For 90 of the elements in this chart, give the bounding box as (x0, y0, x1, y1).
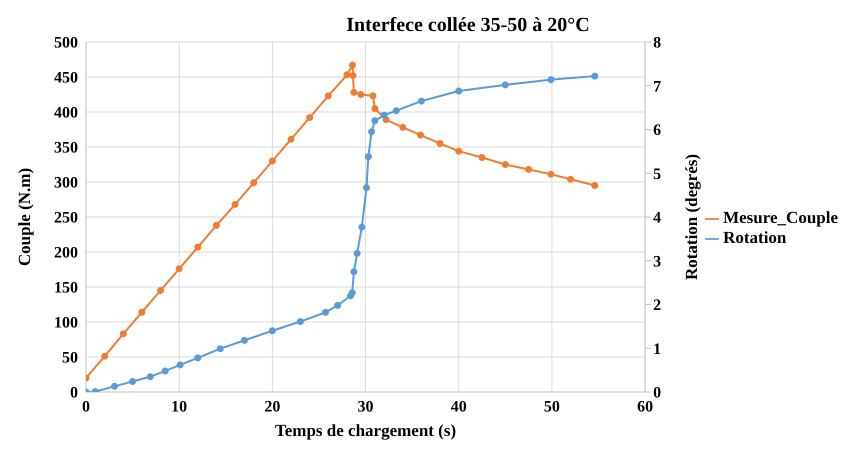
point (194, 354, 202, 362)
point (350, 88, 358, 96)
point (591, 72, 598, 80)
point (348, 289, 356, 296)
y2-tick-label: 1 (653, 340, 662, 358)
x-tick-label: 40 (450, 398, 467, 416)
point (232, 200, 239, 208)
point (455, 88, 462, 94)
point (157, 287, 164, 294)
point (368, 128, 376, 136)
point (502, 161, 509, 168)
point (268, 158, 276, 164)
point (306, 114, 314, 122)
x-tick-label: 60 (637, 398, 654, 416)
point (591, 182, 598, 189)
x-tick-label: 0 (82, 398, 90, 416)
x-tick-label: 20 (264, 398, 280, 416)
y2-tick-label: 3 (653, 253, 662, 270)
y-tick-label: 300 (54, 174, 78, 192)
x-tick-label: 10 (171, 398, 188, 416)
x-tick-label: 50 (544, 398, 560, 416)
y2-tick-label: 6 (653, 122, 662, 140)
point (176, 361, 184, 368)
point (324, 92, 332, 100)
point (364, 153, 372, 160)
point (370, 92, 376, 100)
y-axis-title: Couple (N.m) (15, 168, 34, 266)
y2-axis-title: Rotation (degrés) (682, 154, 702, 280)
point (334, 302, 342, 309)
point (354, 250, 361, 257)
point (350, 268, 358, 276)
point (478, 154, 486, 161)
y2-tick-label: 2 (653, 297, 662, 314)
y-tick-label: 350 (54, 140, 78, 157)
point (343, 71, 350, 78)
y-tick-label: 0 (70, 384, 78, 402)
y-tick-label: 150 (54, 280, 78, 297)
y-tick-label: 500 (54, 34, 78, 52)
point (146, 373, 154, 380)
x-axis-title: Temps de chargement (s) (274, 421, 456, 440)
point (296, 318, 304, 326)
point (502, 81, 509, 88)
point (250, 179, 258, 186)
point (268, 327, 276, 334)
point (455, 148, 462, 155)
y-tick-label: 250 (54, 210, 78, 227)
legend-label: Mesure_Couple (723, 208, 838, 227)
point (176, 265, 183, 272)
y2-tick-label: 4 (653, 210, 662, 227)
point (392, 107, 400, 114)
point (567, 176, 574, 183)
point (120, 330, 127, 338)
point (417, 132, 424, 139)
point (162, 368, 169, 374)
point (362, 184, 370, 192)
y-tick-label: 400 (54, 104, 78, 122)
chart-title: Interfece collée 35-50 à 20°C (345, 14, 591, 37)
point (547, 76, 554, 84)
point (138, 308, 146, 316)
y2-tick-label: 5 (653, 166, 662, 183)
point (371, 105, 378, 112)
point (380, 112, 388, 119)
point (371, 117, 378, 124)
legend-label: Rotation (723, 228, 786, 247)
y-tick-label: 200 (54, 244, 78, 262)
point (399, 124, 406, 131)
point (212, 222, 220, 229)
point (436, 140, 444, 147)
x-tick-label: 30 (358, 398, 374, 416)
y2-tick-label: 8 (653, 34, 662, 52)
point (349, 62, 356, 69)
point (288, 136, 294, 143)
y2-tick-label: 0 (653, 384, 662, 402)
point (111, 382, 118, 390)
point (194, 244, 202, 251)
point (240, 336, 248, 344)
point (525, 166, 532, 173)
y-tick-label: 100 (54, 314, 78, 332)
point (358, 224, 366, 231)
point (129, 378, 136, 385)
y-tick-label: 450 (54, 70, 78, 87)
point (547, 170, 554, 178)
y2-tick-label: 7 (653, 78, 662, 96)
point (349, 72, 356, 80)
point (216, 345, 224, 352)
point (418, 98, 425, 105)
point (322, 308, 329, 316)
point (357, 91, 364, 98)
y-tick-label: 50 (62, 350, 78, 367)
point (101, 352, 108, 360)
